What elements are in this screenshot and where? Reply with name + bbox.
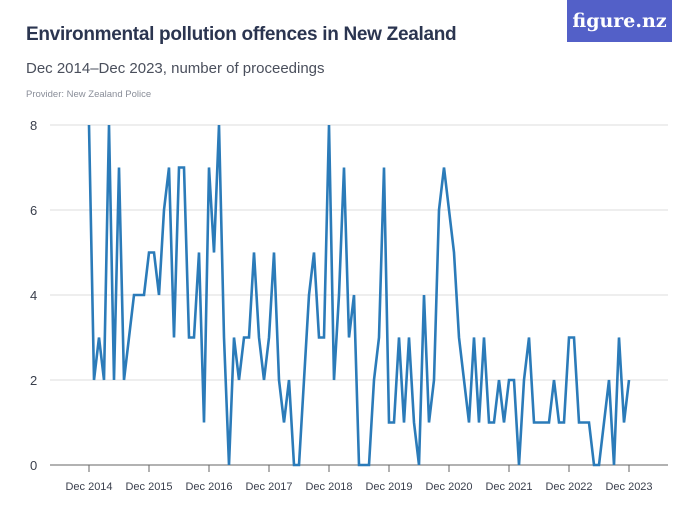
x-axis: Dec 2014 Dec 2015 Dec 2016 Dec 2017 Dec 2018… <box>50 464 668 493</box>
y-tick-label: 6 <box>30 203 37 218</box>
y-tick-label: 2 <box>30 373 37 388</box>
x-tick-label: Dec 2019 <box>365 481 412 493</box>
x-tick-label: Dec 2015 <box>125 481 172 493</box>
x-tick-label: Dec 2021 <box>485 481 532 493</box>
chart-title: Environmental pollution offences in New … <box>26 24 457 45</box>
series-line <box>87 124 631 467</box>
y-tick-label: 0 <box>30 458 37 473</box>
y-tick-label: 4 <box>30 288 37 303</box>
x-tick-label: Dec 2016 <box>185 481 232 493</box>
chart-subtitle: Dec 2014–Dec 2023, number of proceedings <box>26 60 325 77</box>
x-tick-label: Dec 2018 <box>305 481 352 493</box>
series-line-group <box>87 124 631 467</box>
y-axis-ticks: 0 2 4 6 8 <box>30 118 37 473</box>
x-tick-label: Dec 2022 <box>545 481 592 493</box>
x-tick-label: Dec 2014 <box>65 481 112 493</box>
figure-nz-logo[interactable]: figure.nz <box>567 0 672 42</box>
y-tick-label: 8 <box>30 118 37 133</box>
x-tick-label: Dec 2020 <box>425 481 472 493</box>
provider-note: Provider: New Zealand Police <box>26 89 152 100</box>
logo-text: figure.nz <box>572 10 667 32</box>
x-tick-label: Dec 2017 <box>245 481 292 493</box>
gridlines <box>50 124 668 381</box>
x-tick-label: Dec 2023 <box>605 481 652 493</box>
